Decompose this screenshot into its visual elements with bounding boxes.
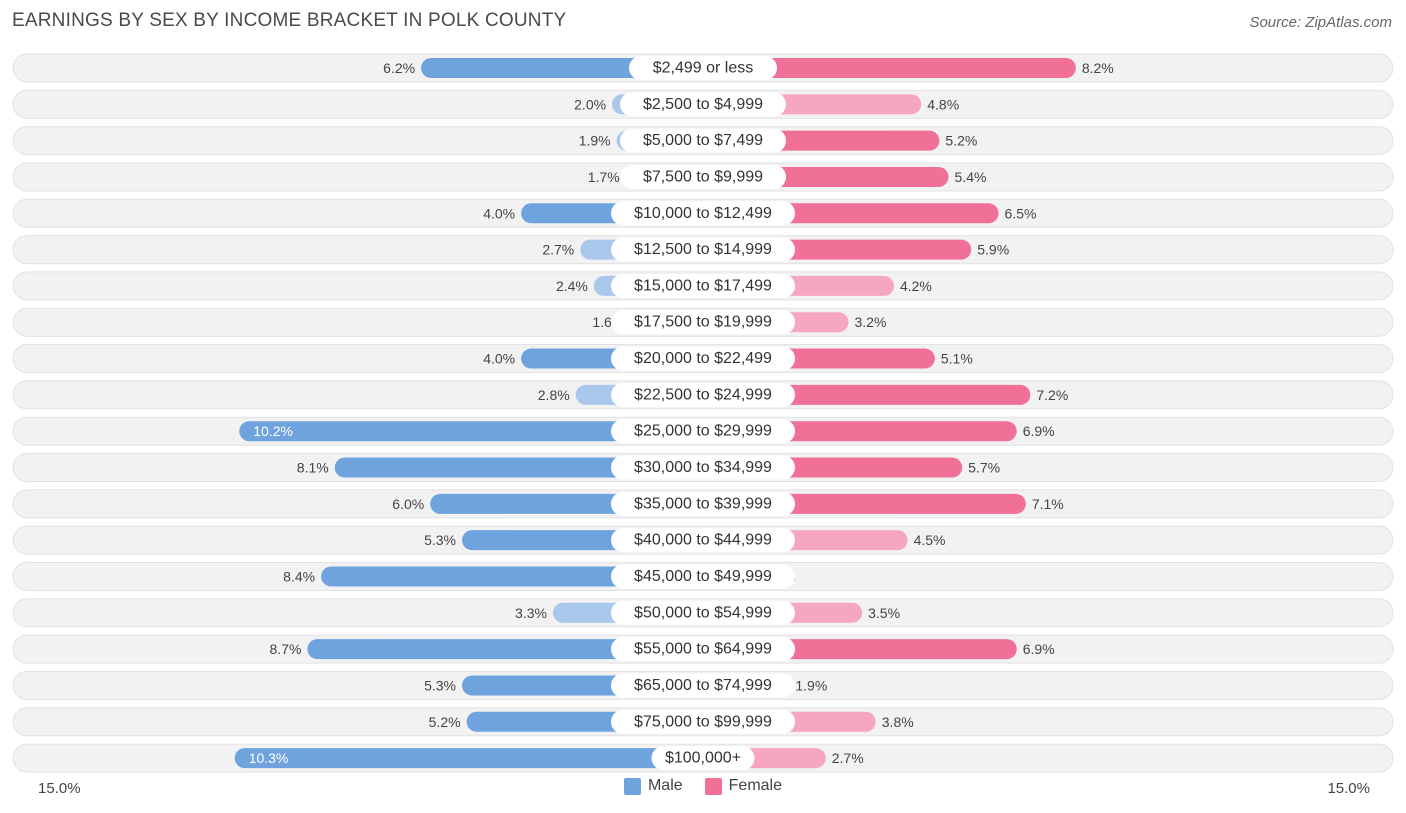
female-value-label: 8.2%: [1082, 60, 1114, 76]
male-value-label: 1.7%: [588, 169, 620, 185]
male-value-label: 2.7%: [542, 242, 574, 258]
category-label: $50,000 to $54,999: [634, 604, 772, 621]
male-bar: [334, 457, 703, 478]
female-value-label: 3.5%: [868, 605, 900, 621]
category-label-pill: [611, 528, 795, 553]
category-label-pill: [611, 637, 795, 662]
legend-item-male[interactable]: Male: [623, 777, 683, 795]
male-value-label: 8.7%: [270, 641, 302, 657]
category-label-pill: [611, 709, 795, 734]
female-bar: [703, 58, 1076, 78]
category-label-pill: [611, 237, 795, 262]
category-label-pill: [611, 673, 795, 698]
category-label-pill: [651, 746, 755, 771]
male-value-label: 8.1%: [297, 460, 329, 476]
category-label-pill: [620, 128, 786, 153]
category-label: $12,500 to $14,999: [634, 241, 772, 258]
category-label-pill: [611, 382, 795, 407]
category-label: $2,499 or less: [653, 60, 754, 77]
category-label: $2,500 to $4,999: [643, 96, 763, 113]
male-value-label: 4.0%: [483, 205, 515, 221]
female-value-label: 7.2%: [1036, 387, 1068, 403]
chart-title: EARNINGS BY SEX BY INCOME BRACKET IN POL…: [12, 10, 567, 31]
male-bar: [239, 421, 704, 442]
category-label: $22,500 to $24,999: [634, 386, 772, 403]
category-label: $75,000 to $99,999: [634, 713, 772, 730]
category-label-pill: [611, 346, 795, 371]
male-bar: [321, 566, 703, 587]
male-value-label: 2.8%: [538, 387, 570, 403]
category-label-pill: [611, 273, 795, 298]
female-value-label: 3.2%: [854, 314, 886, 330]
category-label: $30,000 to $34,999: [634, 459, 772, 476]
male-value-label: 6.2%: [383, 60, 415, 76]
category-label: $65,000 to $74,999: [634, 677, 772, 694]
category-label: $20,000 to $22,499: [634, 350, 772, 367]
female-value-label: 5.4%: [955, 169, 987, 185]
legend-female-label: Female: [728, 777, 783, 794]
female-value-label: 6.5%: [1005, 205, 1037, 221]
male-value-label: 4.0%: [483, 351, 515, 367]
category-label: $40,000 to $44,999: [634, 532, 772, 549]
axis-right-label: 15.0%: [1327, 780, 1370, 797]
category-label-pill: [611, 201, 795, 226]
source-label: Source: ZipAtlas.com: [1249, 14, 1392, 31]
category-label: $5,000 to $7,499: [643, 132, 763, 149]
female-value-label: 5.2%: [945, 133, 977, 149]
category-label-pill: [611, 564, 795, 589]
category-label-pill: [620, 92, 786, 117]
male-value-label: 8.4%: [283, 568, 315, 584]
male-value-label: 6.0%: [392, 496, 424, 512]
male-value-label: 2.4%: [556, 278, 588, 294]
male-bar: [307, 639, 703, 660]
male-value-label: 5.3%: [424, 532, 456, 548]
female-value-label: 5.9%: [977, 242, 1009, 258]
category-label: $15,000 to $17,499: [634, 277, 772, 294]
male-value-label: 5.3%: [424, 677, 456, 693]
female-value-label: 4.2%: [900, 278, 932, 294]
category-label-pill: [611, 419, 795, 444]
male-bar: [234, 748, 703, 769]
male-swatch-icon: [623, 777, 641, 795]
female-value-label: 3.8%: [882, 714, 914, 730]
axis-left-label: 15.0%: [38, 780, 81, 797]
legend-male-label: Male: [647, 777, 683, 794]
category-label: $35,000 to $39,999: [634, 495, 772, 512]
female-value-label: 5.1%: [941, 351, 973, 367]
female-swatch-icon: [704, 777, 722, 795]
category-label: $7,500 to $9,999: [643, 168, 763, 185]
male-value-label: 3.3%: [515, 605, 547, 621]
legend: Male Female: [0, 777, 1406, 795]
legend-item-female[interactable]: Female: [704, 777, 783, 795]
category-label-pill: [611, 310, 795, 335]
male-value-label: 10.2%: [253, 423, 293, 439]
male-value-label: 2.0%: [574, 96, 606, 112]
female-value-label: 2.7%: [832, 750, 864, 766]
category-label: $10,000 to $12,499: [634, 205, 772, 222]
category-label: $17,500 to $19,999: [634, 314, 772, 331]
category-label-pill: [611, 600, 795, 625]
female-value-label: 6.9%: [1023, 641, 1055, 657]
female-value-label: 1.9%: [795, 677, 827, 693]
male-value-label: 10.3%: [249, 750, 289, 766]
category-label: $45,000 to $49,999: [634, 568, 772, 585]
category-label-pill: [611, 491, 795, 516]
bar-chart: 6.2% 8.2% $2,499 or less 2.0% 4.8% $2,500 to …: [12, 53, 1394, 773]
category-label: $55,000 to $64,999: [634, 641, 772, 658]
female-value-label: 4.5%: [914, 532, 946, 548]
category-label: $100,000+: [665, 750, 741, 767]
female-value-label: 7.1%: [1032, 496, 1064, 512]
male-value-label: 5.2%: [429, 714, 461, 730]
female-value-label: 6.9%: [1023, 423, 1055, 439]
category-label-pill: [620, 164, 786, 189]
male-value-label: 1.9%: [579, 133, 611, 149]
female-value-label: 5.7%: [968, 460, 1000, 476]
category-label-pill: [611, 455, 795, 480]
category-label-pill: [629, 56, 777, 80]
female-value-label: 4.8%: [927, 96, 959, 112]
category-label: $25,000 to $29,999: [634, 423, 772, 440]
